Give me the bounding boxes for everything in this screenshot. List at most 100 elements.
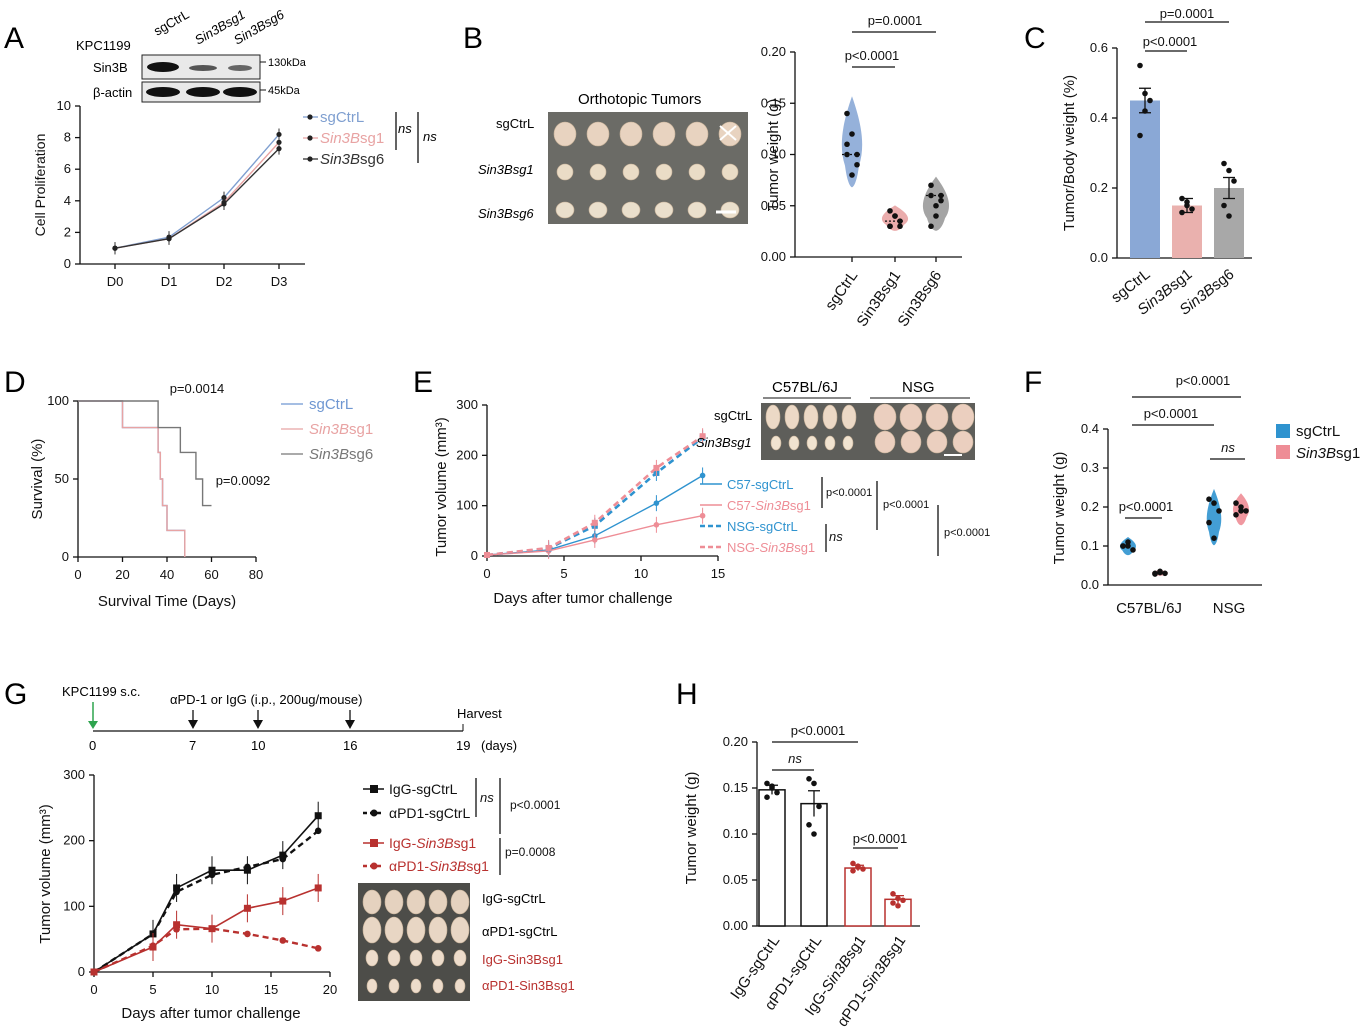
legend-label: Sin3Bsg1 bbox=[320, 130, 384, 147]
photo-group-label: C57BL/6J bbox=[772, 379, 838, 396]
blot-band bbox=[223, 87, 257, 97]
series-line bbox=[114, 141, 280, 249]
legend-marker bbox=[307, 156, 313, 162]
data-point bbox=[314, 812, 322, 820]
series-line bbox=[114, 133, 280, 249]
y-tick-label: 0.6 bbox=[1090, 40, 1108, 55]
panel-letter-g: G bbox=[4, 678, 27, 711]
panel-f-violin-chart: 0.0 0.1 0.2 0.3 0.4 Tumor weight (g) C57BL/6J N… bbox=[1051, 373, 1360, 617]
data-point bbox=[890, 891, 896, 897]
bar bbox=[844, 867, 872, 927]
data-point bbox=[279, 937, 287, 944]
ns-label: ns bbox=[398, 121, 412, 136]
panel-a-proliferation-chart: 0 2 4 6 8 10 D0 D1 D2 D3 Cell Proliferation sgCtrL S… bbox=[32, 98, 419, 289]
data-point bbox=[895, 895, 901, 902]
legend-swatch bbox=[1276, 445, 1290, 459]
x-tick-label: 15 bbox=[264, 982, 278, 997]
tumor-specimen bbox=[588, 201, 608, 219]
y-tick-label: 8 bbox=[64, 130, 71, 145]
data-point bbox=[1206, 519, 1212, 526]
tumor-specimen bbox=[951, 403, 975, 431]
panel-g-growth-chart: 0 100 200 300 0 5 10 15 20 Days after tumor chall… bbox=[37, 767, 561, 1022]
x-tick-label: D3 bbox=[271, 274, 288, 289]
data-point bbox=[699, 512, 706, 519]
data-point bbox=[653, 521, 660, 528]
data-point bbox=[860, 866, 866, 872]
tumor-specimen bbox=[788, 435, 800, 451]
data-point bbox=[314, 884, 322, 892]
data-point bbox=[545, 544, 552, 551]
data-point bbox=[1142, 90, 1148, 97]
tumor-specimen bbox=[621, 201, 641, 219]
y-tick-label: 0.2 bbox=[1081, 499, 1099, 514]
data-point bbox=[892, 213, 898, 219]
data-point bbox=[806, 822, 812, 828]
data-point bbox=[887, 208, 893, 214]
tumor-specimen bbox=[784, 404, 800, 430]
tumor-specimen bbox=[899, 403, 923, 431]
tumor-specimen bbox=[806, 435, 818, 451]
data-point bbox=[279, 851, 287, 859]
y-tick-label: 0.15 bbox=[761, 95, 786, 110]
y-axis-title: Tumor weight (g) bbox=[683, 772, 700, 885]
data-point bbox=[243, 904, 251, 912]
blot-lane-label: sgCtrL bbox=[151, 6, 192, 38]
tumor-specimen bbox=[556, 163, 574, 181]
data-point bbox=[1231, 178, 1237, 184]
y-tick-label: 0.00 bbox=[761, 249, 786, 264]
data-point bbox=[769, 783, 775, 789]
data-point bbox=[244, 930, 251, 938]
tumor-specimen bbox=[555, 201, 575, 219]
blot-band bbox=[146, 87, 180, 97]
bar bbox=[1130, 100, 1160, 258]
y-tick-label: 0.15 bbox=[723, 780, 748, 795]
tumor-specimen bbox=[362, 889, 382, 915]
data-point bbox=[895, 902, 901, 909]
x-tick-label: 10 bbox=[205, 982, 219, 997]
data-point bbox=[1147, 97, 1153, 104]
ns-label: ns bbox=[480, 790, 494, 805]
x-tick-label: 80 bbox=[249, 567, 263, 582]
data-point bbox=[173, 888, 180, 896]
data-point bbox=[314, 827, 322, 835]
x-axis-title: Days after tumor challenge bbox=[493, 590, 672, 607]
timeline-arrowhead bbox=[253, 720, 263, 729]
legend-marker bbox=[307, 114, 313, 120]
data-point bbox=[112, 245, 118, 251]
p-value: p<0.0001 bbox=[1144, 406, 1199, 421]
x-tick-label: NSG bbox=[1213, 600, 1246, 617]
y-tick-label: 4 bbox=[64, 193, 71, 208]
x-tick-label: sgCtrL bbox=[822, 268, 861, 314]
data-point bbox=[1221, 160, 1227, 167]
tumor-specimen bbox=[685, 121, 709, 147]
ns-label: ns bbox=[423, 129, 437, 144]
data-point bbox=[1125, 539, 1131, 545]
data-point bbox=[221, 201, 227, 207]
y-tick-label: 0.10 bbox=[761, 147, 786, 162]
data-point bbox=[1233, 512, 1239, 518]
y-axis-title: Tumor weight (g) bbox=[1051, 452, 1068, 565]
photo-row-label: Sin3Bsg6 bbox=[478, 206, 534, 221]
data-point bbox=[1206, 496, 1212, 503]
tumor-specimen bbox=[622, 163, 640, 181]
blot-row-label: β-actin bbox=[93, 85, 132, 100]
photo-row-label: IgG-Sin3Bsg1 bbox=[482, 952, 563, 967]
p-value: p<0.0001 bbox=[944, 527, 990, 539]
y-tick-label: 0 bbox=[471, 548, 478, 563]
tumor-specimen bbox=[388, 978, 400, 994]
legend-label: Sin3Bsg6 bbox=[309, 446, 373, 463]
y-tick-label: 0.2 bbox=[1090, 180, 1108, 195]
data-point bbox=[1184, 202, 1190, 209]
data-point bbox=[1226, 167, 1232, 174]
y-axis-title: Cell Proliferation bbox=[32, 134, 48, 237]
data-point bbox=[928, 223, 934, 230]
tumor-specimen bbox=[952, 430, 974, 454]
data-point bbox=[653, 464, 660, 471]
data-point bbox=[928, 182, 934, 189]
legend-marker bbox=[370, 809, 378, 817]
data-point bbox=[244, 863, 251, 871]
data-point bbox=[844, 151, 850, 158]
photo-group-label: NSG bbox=[902, 379, 935, 396]
timeline-treatment-label: αPD-1 or IgG (i.p., 200ug/mouse) bbox=[170, 692, 363, 707]
